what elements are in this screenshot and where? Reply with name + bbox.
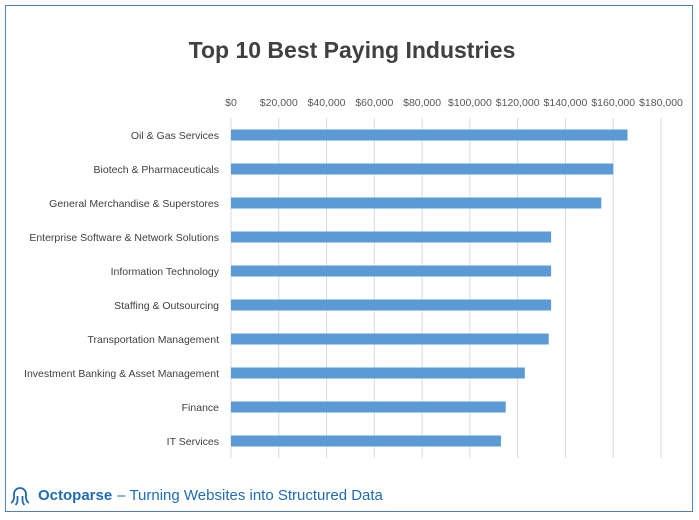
x-tick-label: $160,000 xyxy=(591,97,635,109)
bar xyxy=(231,367,525,379)
bar xyxy=(231,299,552,311)
y-axis-category-labels: Oil & Gas Services Biotech & Pharmaceutic… xyxy=(24,130,220,448)
x-tick-label: $100,000 xyxy=(448,97,492,109)
bar xyxy=(231,401,506,413)
category-label: Staffing & Outsourcing xyxy=(114,300,219,312)
x-tick-label: $120,000 xyxy=(496,97,540,109)
footer-tagline: – Turning Websites into Structured Data xyxy=(117,486,383,504)
chart-frame xyxy=(5,5,693,512)
bar xyxy=(231,265,552,277)
bar xyxy=(231,197,602,209)
footer: Octoparse – Turning Websites into Struct… xyxy=(8,482,383,508)
grid-lines xyxy=(230,118,662,458)
x-tick-label: $60,000 xyxy=(355,97,393,109)
category-label: Enterprise Software & Network Solutions xyxy=(29,232,219,244)
category-label: IT Services xyxy=(167,436,219,448)
category-label: Oil & Gas Services xyxy=(131,130,219,142)
x-tick-label: $140,000 xyxy=(544,97,588,109)
bar xyxy=(231,129,628,141)
chart-title: Top 10 Best Paying Industries xyxy=(189,37,516,63)
category-label: Finance xyxy=(182,402,220,414)
x-tick-label: $80,000 xyxy=(403,97,441,109)
bar xyxy=(231,435,501,447)
bar xyxy=(231,231,552,243)
footer-brand: Octoparse xyxy=(38,486,113,504)
x-tick-label: $40,000 xyxy=(308,97,346,109)
category-label: Biotech & Pharmaceuticals xyxy=(94,164,219,176)
category-label: Transportation Management xyxy=(87,334,219,346)
octopus-icon xyxy=(10,487,30,506)
x-tick-label: $180,000 xyxy=(639,97,683,109)
x-tick-label: $20,000 xyxy=(260,97,298,109)
bar xyxy=(231,333,549,345)
bars xyxy=(231,129,628,447)
bar xyxy=(231,163,614,175)
x-tick-label: $0 xyxy=(225,97,237,109)
x-axis-tick-labels: $0 $20,000 $40,000 $60,000 $80,000 $100,000 $1… xyxy=(225,97,683,109)
category-label: Investment Banking & Asset Management xyxy=(24,368,219,380)
category-label: Information Technology xyxy=(111,266,220,278)
category-label: General Merchandise & Superstores xyxy=(49,198,219,210)
